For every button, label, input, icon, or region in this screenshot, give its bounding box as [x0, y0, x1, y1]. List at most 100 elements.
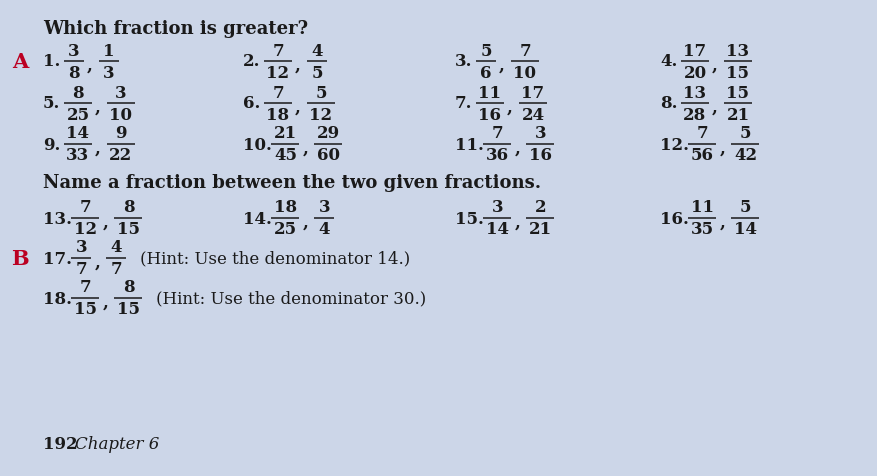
Text: 5: 5	[481, 42, 492, 60]
Text: 3: 3	[115, 84, 127, 101]
Text: ,: ,	[515, 140, 520, 157]
Text: 14: 14	[486, 221, 509, 238]
Text: ,: ,	[515, 214, 520, 231]
Text: 10: 10	[110, 106, 132, 123]
Text: 14: 14	[734, 221, 757, 238]
Text: 22: 22	[110, 147, 132, 164]
Text: 11: 11	[691, 199, 714, 216]
Text: ,: ,	[507, 99, 513, 116]
Text: 3: 3	[103, 64, 115, 81]
Text: 24: 24	[522, 106, 545, 123]
Text: 33: 33	[67, 147, 89, 164]
Text: 10.: 10.	[243, 136, 272, 153]
Text: 7: 7	[519, 42, 531, 60]
Text: ,: ,	[499, 58, 505, 74]
Text: 9.: 9.	[43, 136, 61, 153]
Text: 16: 16	[529, 147, 552, 164]
Text: 21: 21	[274, 125, 297, 142]
Text: 7: 7	[80, 279, 91, 296]
Text: 7.: 7.	[455, 95, 473, 112]
Text: 5.: 5.	[43, 95, 61, 112]
Text: 3: 3	[535, 125, 546, 142]
Text: ,: ,	[87, 58, 93, 74]
Text: 192: 192	[43, 436, 78, 453]
Text: Chapter 6: Chapter 6	[75, 436, 160, 453]
Text: ,: ,	[295, 58, 301, 74]
Text: 8: 8	[68, 64, 80, 81]
Text: ,: ,	[303, 214, 309, 231]
Text: ,: ,	[95, 99, 101, 116]
Text: 3.: 3.	[455, 53, 473, 70]
Text: (Hint: Use the denominator 14.): (Hint: Use the denominator 14.)	[140, 250, 410, 267]
Text: 12: 12	[310, 106, 332, 123]
Text: 17.: 17.	[43, 250, 72, 267]
Text: 17: 17	[522, 84, 545, 101]
Text: ,: ,	[103, 214, 109, 231]
Text: 2.: 2.	[243, 53, 260, 70]
Text: 15.: 15.	[455, 210, 484, 227]
Text: 12: 12	[74, 221, 97, 238]
Text: ,: ,	[303, 140, 309, 157]
Text: 3: 3	[75, 239, 88, 256]
Text: ,: ,	[103, 294, 109, 311]
Text: 15: 15	[117, 301, 140, 318]
Text: 2: 2	[535, 199, 546, 216]
Text: 15: 15	[726, 84, 750, 101]
Text: 7: 7	[111, 261, 122, 278]
Text: 8.: 8.	[660, 95, 678, 112]
Text: 9: 9	[115, 125, 127, 142]
Text: 13: 13	[726, 42, 750, 60]
Text: ,: ,	[719, 214, 725, 231]
Text: 7: 7	[272, 84, 284, 101]
Text: ,: ,	[95, 140, 101, 157]
Text: Which fraction is greater?: Which fraction is greater?	[43, 20, 308, 38]
Text: 3: 3	[318, 199, 331, 216]
Text: 12: 12	[267, 64, 289, 81]
Text: 60: 60	[317, 147, 340, 164]
Text: 21: 21	[726, 106, 750, 123]
Text: 4.: 4.	[660, 53, 677, 70]
Text: 12.: 12.	[660, 136, 689, 153]
Text: 28: 28	[683, 106, 707, 123]
Text: 35: 35	[691, 221, 714, 238]
Text: 10: 10	[514, 64, 537, 81]
Text: ,: ,	[95, 254, 100, 271]
Text: 11.: 11.	[455, 136, 484, 153]
Text: 1.: 1.	[43, 53, 61, 70]
Text: 5: 5	[740, 199, 752, 216]
Text: 8: 8	[123, 199, 134, 216]
Text: 1: 1	[103, 42, 115, 60]
Text: 6.: 6.	[243, 95, 260, 112]
Text: 25: 25	[274, 221, 297, 238]
Text: 25: 25	[67, 106, 89, 123]
Text: 18: 18	[274, 199, 297, 216]
Text: 11: 11	[479, 84, 502, 101]
Text: 15: 15	[74, 301, 97, 318]
Text: 14: 14	[67, 125, 89, 142]
Text: 15: 15	[117, 221, 140, 238]
Text: ,: ,	[719, 140, 725, 157]
Text: 13.: 13.	[43, 210, 72, 227]
Text: 7: 7	[272, 42, 284, 60]
Text: 56: 56	[691, 147, 714, 164]
Text: B: B	[11, 248, 29, 268]
Text: 14.: 14.	[243, 210, 272, 227]
Text: 5: 5	[315, 84, 327, 101]
Text: 15: 15	[726, 64, 750, 81]
Text: 18.: 18.	[43, 290, 72, 307]
Text: (Hint: Use the denominator 30.): (Hint: Use the denominator 30.)	[156, 290, 427, 307]
Text: 29: 29	[317, 125, 340, 142]
Text: 36: 36	[486, 147, 509, 164]
Text: Name a fraction between the two given fractions.: Name a fraction between the two given fr…	[43, 174, 541, 192]
Text: 45: 45	[274, 147, 297, 164]
Text: 13: 13	[683, 84, 707, 101]
Text: ,: ,	[712, 58, 718, 74]
Text: 6: 6	[481, 64, 492, 81]
Text: 4: 4	[311, 42, 323, 60]
Text: 5: 5	[311, 64, 323, 81]
Text: 18: 18	[267, 106, 289, 123]
Text: 8: 8	[72, 84, 84, 101]
Text: 42: 42	[734, 147, 757, 164]
Text: 7: 7	[696, 125, 709, 142]
Text: A: A	[12, 52, 28, 72]
